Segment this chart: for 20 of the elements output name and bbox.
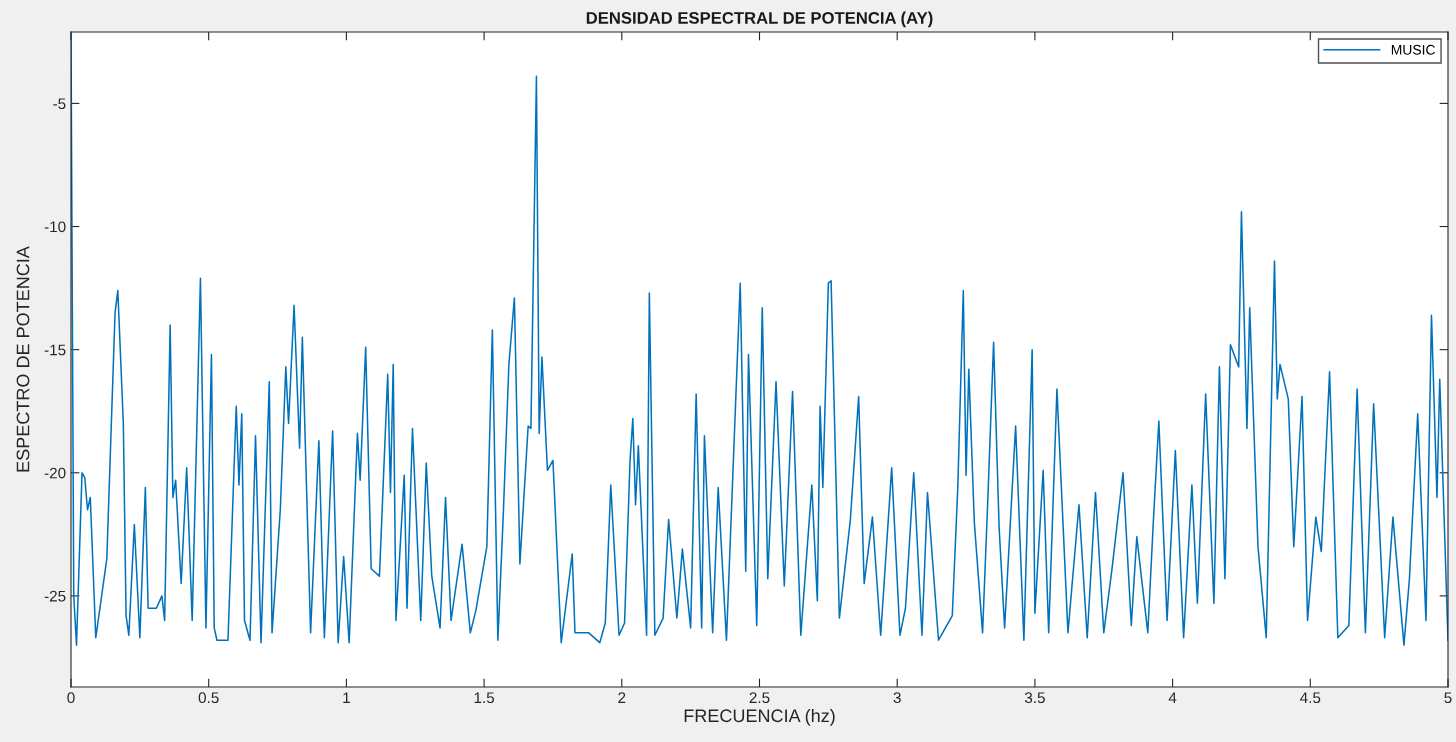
legend-label: MUSIC [1391, 44, 1435, 55]
x-tick-label: 4.5 [1300, 692, 1321, 704]
x-tick-label: 4 [1168, 692, 1177, 703]
y-tick-label: -10 [44, 221, 66, 233]
y-tick-label: -5 [53, 98, 66, 110]
x-tick-label: 2 [618, 692, 626, 703]
y-tick-label: -25 [44, 590, 66, 602]
x-tick-label: 5 [1444, 692, 1452, 704]
x-tick-label: 3.5 [1024, 692, 1045, 704]
x-tick-label: 1.5 [474, 692, 495, 704]
chart-title: DENSIDAD ESPECTRAL DE POTENCIA (AY) [586, 11, 933, 28]
y-tick-label: -15 [44, 344, 66, 356]
y-tick-label: -20 [44, 467, 66, 479]
x-tick-label: 2.5 [749, 692, 770, 704]
x-tick-label: 0.5 [198, 692, 219, 704]
x-tick-label: 3 [893, 692, 901, 704]
x-tick-label: 1 [343, 692, 350, 703]
x-axis-title: FRECUENCIA (hz) [684, 708, 835, 726]
x-tick-label: 0 [67, 692, 75, 704]
y-axis-title: ESPECTRO DE POTENCIA [16, 246, 30, 472]
